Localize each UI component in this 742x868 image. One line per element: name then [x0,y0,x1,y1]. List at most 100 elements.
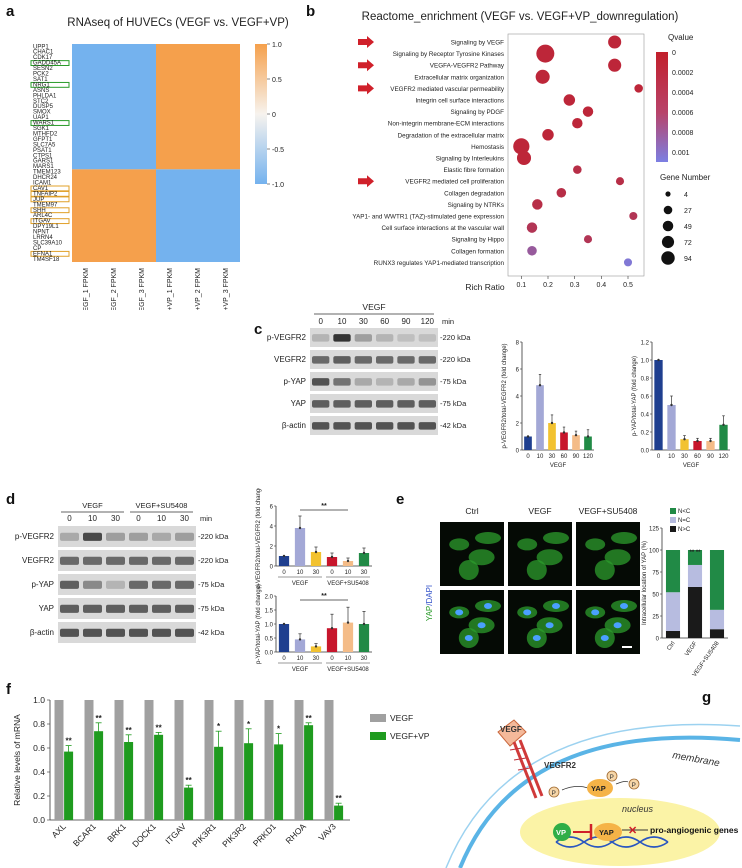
heatmap-block-top [128,44,156,170]
blot-row-label: β-actin [30,628,54,637]
blot-kda-label: -220 kDa [198,532,229,541]
legend-label: VEGF [390,713,413,723]
highlight-arrow-icon [358,36,374,48]
heatmap-block-top [156,44,184,170]
stacked-bar-segment [709,609,725,630]
term-label: Signaling by Receptor Tyrosine Kinases [393,51,504,58]
bar [706,441,715,450]
bar-vegf-vp [304,725,314,820]
term-label: Extracellular matrix organization [414,74,504,81]
blot-band [83,532,102,541]
yap-protein-icon [587,779,613,797]
y-tick-label: 0 [516,449,520,455]
data-point [362,551,366,555]
blot-row-bg [58,598,196,619]
bar [548,423,556,450]
y-tick-label: 50 [652,593,659,599]
enrichment-title: Reactome_enrichment (VEGF vs. VEGF+VP_do… [362,11,679,23]
bar-chart-c1: 0 2 4 6 8 0 10 30 60 90 120 p-VEGFR2/total-VEGFR2 (… [502,341,594,469]
dapi-label: /DAPI [425,585,434,606]
bar-vegf [234,700,244,820]
blot-band [354,334,372,342]
gene-label: TNFAIP2 [33,191,58,197]
y-axis-label: p-VEGFR2/total-VEGFR2 (fold change) [502,343,508,448]
gene-label: CP [33,246,41,252]
colorbar-tick-label: 0 [272,112,276,119]
y-tick-label: 0.8 [641,377,650,383]
gene-label: ITGAV [33,219,51,225]
gene-label: TM4SF18 [33,257,60,263]
x-tick-label: PRKD1 [251,821,278,848]
western-blot-d: VEGF VEGF+SU5408 0 10 30 0 10 30 min p-VEGFR2 -220… [15,501,229,643]
gene-number-label: 49 [684,224,692,231]
dapi-nucleus [484,603,492,609]
bar-vegf-vp [64,751,74,820]
dapi-nucleus [464,635,473,641]
bar-vegf [324,700,334,820]
colorbar-tick-label: -0.5 [272,147,284,154]
blot-band [333,378,351,386]
blot-band [397,334,415,342]
legend-swatch [670,517,676,523]
y-tick-label: 2.0 [265,595,274,601]
significance-label: ** [335,794,342,803]
x-tick-label: 90 [707,454,714,460]
group-label: VEGF+SU5408 [327,581,369,587]
blot-row-label: VEGFR2 [22,556,55,565]
term-label: Signaling by Interleukins [436,156,504,163]
qvalue-ticks: 0 0.0002 0.0004 0.0006 0.0008 0.001 [672,50,694,157]
significance-label: * [247,720,251,729]
blot-band [333,400,351,408]
gene-label: STC2 [33,99,49,105]
y-tick-label: 0.5 [265,637,274,643]
legend-label: VEGF+VP [390,731,430,741]
data-point [657,358,660,362]
vegfr2-label: VEGFR2 [544,761,577,770]
yap-signal [475,532,501,544]
data-point [362,622,366,626]
x-tick-label: 0.4 [596,282,606,289]
gene-number-dot [662,220,674,232]
blot-row-bg [310,350,438,369]
y-tick-label: 0.2 [33,791,45,801]
y-tick-label: 1.0 [265,623,274,629]
blot-band [152,580,171,589]
data-point [330,555,334,559]
stacked-bar-segment [709,629,725,638]
blot-band [106,532,125,541]
significance-label: * [217,722,221,731]
dapi-nucleus [591,609,600,616]
bar [342,622,354,652]
blot-band [354,422,372,430]
yap-signal [449,538,470,551]
data-point [709,439,712,443]
gene-label: ARL4C [33,213,53,219]
bar [326,628,338,652]
phospho-label-3: P [632,782,636,789]
data-point [586,435,590,438]
y-tick-label: 125 [649,527,660,533]
enrichment-dot [573,165,582,174]
bar [310,552,322,566]
heatmap-block-top [184,44,212,170]
bar-chart-c2: 0.0 0.2 0.4 0.6 0.8 1.0 1.2 0 10 30 60 90 120 p-YAP/t… [632,341,730,469]
vegfr2-receptor-icon [509,739,544,799]
blot-band [175,580,194,589]
blot-band [106,556,125,565]
blot-band [418,356,436,364]
gene-number-dot [665,191,671,197]
gene-label: MTHFD2 [33,131,58,137]
mrna-bar-chart: 0.0 0.2 0.4 0.6 0.8 1.0 Relative levels of mRN… [12,695,430,849]
heatmap-block-bottom [72,169,100,262]
timepoint-label: 10 [157,514,166,523]
y-tick-label: 0.8 [33,719,45,729]
qvalue-tick-label: 0.001 [672,150,690,157]
gene-number-dot [663,205,673,215]
bar-vegf [204,700,214,820]
blot-kda-label: -220 kDa [440,333,471,342]
blot-band [152,604,171,613]
blot-row-label: YAP [39,604,54,613]
scale-bar [622,646,632,648]
yap-signal [526,560,547,580]
phospho-label-2: P [610,774,614,781]
